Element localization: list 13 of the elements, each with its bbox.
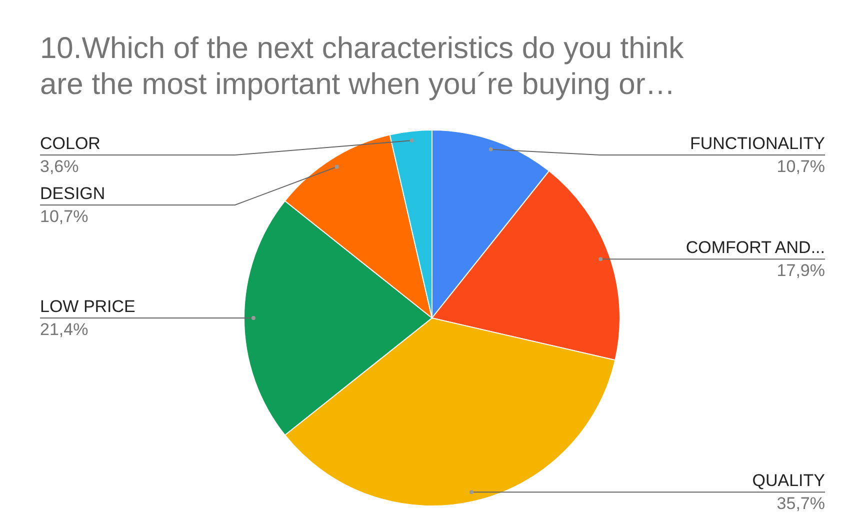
chart-title: 10.Which of the next characteristics do you think are the most important when you´re buying or… [40, 32, 685, 101]
data-label: 17,9% [776, 261, 825, 280]
data-label: 21,4% [40, 320, 88, 339]
slice-label: QUALITY [752, 471, 825, 490]
slice-label: COMFORT AND... [686, 238, 825, 258]
slice-label: DESIGN [40, 184, 106, 203]
slice-label: FUNCTIONALITY [690, 134, 825, 153]
data-label: 10,7% [776, 157, 825, 176]
data-label: 3,6% [40, 157, 79, 176]
data-label: 35,7% [776, 494, 825, 514]
slice-label: COLOR [40, 134, 100, 153]
data-label: 10,7% [40, 207, 88, 226]
slice-label: LOW PRICE [40, 297, 136, 316]
